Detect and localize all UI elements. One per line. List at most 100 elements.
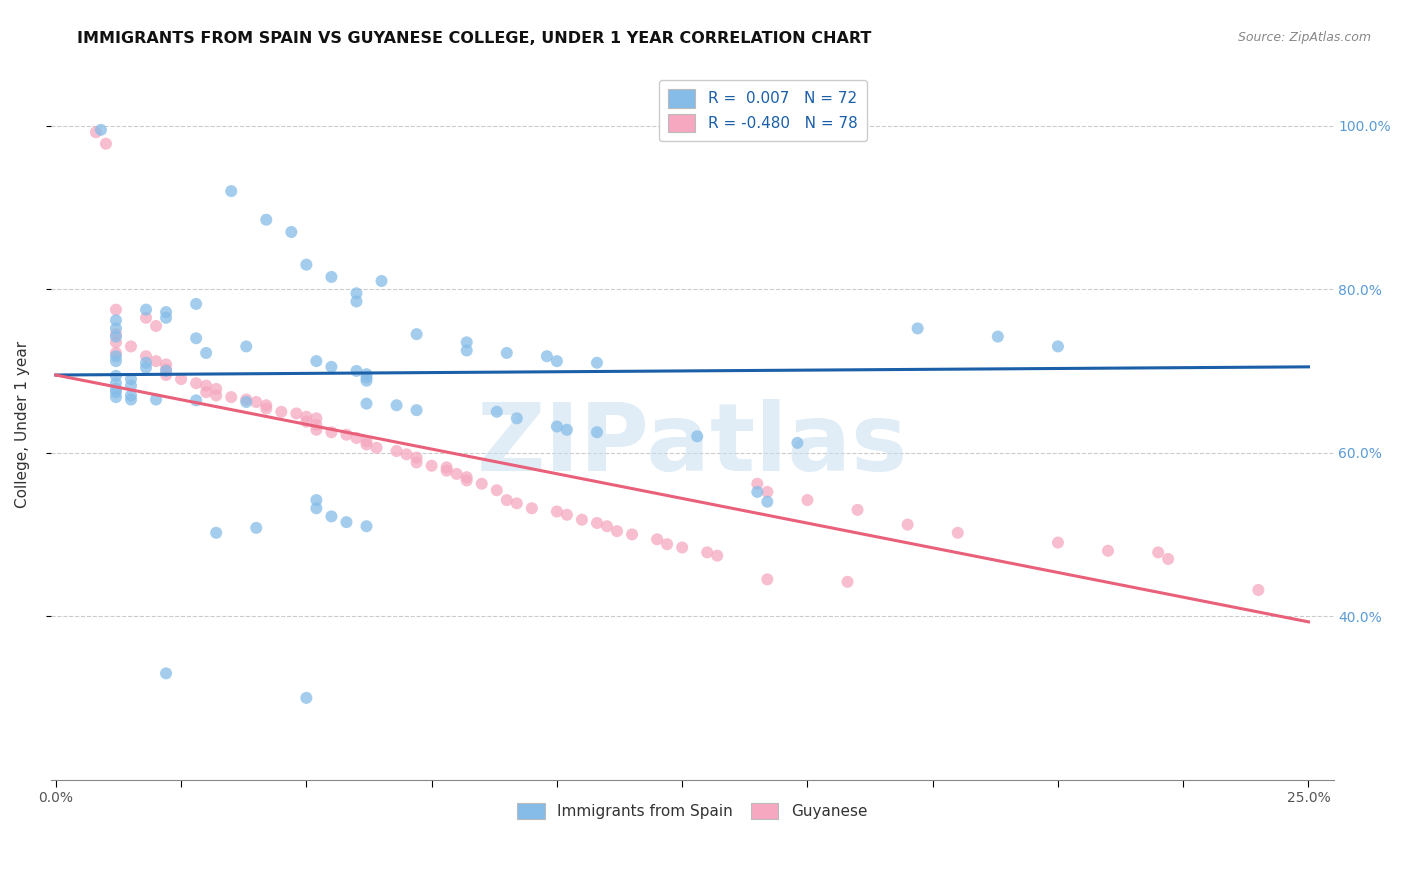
- Point: [305, 493, 328, 508]
- Point: [747, 484, 769, 499]
- Point: [335, 515, 357, 529]
- Point: [706, 549, 728, 563]
- Point: [546, 419, 568, 434]
- Point: [120, 388, 142, 402]
- Point: [555, 423, 578, 437]
- Point: [305, 501, 328, 516]
- Point: [495, 493, 517, 508]
- Point: [546, 354, 568, 368]
- Point: [1097, 543, 1119, 558]
- Point: [571, 513, 593, 527]
- Point: [184, 393, 207, 408]
- Point: [104, 321, 127, 335]
- Point: [356, 437, 378, 451]
- Point: [446, 467, 468, 481]
- Point: [135, 349, 157, 363]
- Point: [346, 294, 368, 309]
- Point: [195, 346, 218, 360]
- Point: [756, 494, 779, 508]
- Point: [456, 335, 478, 350]
- Point: [195, 385, 218, 400]
- Point: [395, 447, 418, 461]
- Point: [205, 388, 228, 402]
- Point: [907, 321, 929, 335]
- Point: [837, 574, 859, 589]
- Point: [104, 368, 127, 383]
- Point: [245, 521, 267, 535]
- Point: [219, 184, 242, 198]
- Point: [596, 519, 619, 533]
- Legend: Immigrants from Spain, Guyanese: Immigrants from Spain, Guyanese: [510, 797, 873, 825]
- Point: [385, 398, 408, 412]
- Point: [120, 372, 142, 386]
- Point: [495, 346, 517, 360]
- Point: [135, 302, 157, 317]
- Point: [405, 403, 427, 417]
- Point: [356, 368, 378, 382]
- Point: [485, 483, 508, 498]
- Point: [170, 372, 193, 386]
- Point: [987, 329, 1010, 343]
- Point: [205, 525, 228, 540]
- Point: [436, 460, 458, 475]
- Point: [606, 524, 628, 538]
- Point: [219, 390, 242, 404]
- Point: [184, 376, 207, 391]
- Point: [155, 362, 177, 376]
- Point: [346, 431, 368, 445]
- Y-axis label: College, Under 1 year: College, Under 1 year: [15, 341, 30, 508]
- Point: [1046, 535, 1069, 549]
- Point: [405, 327, 427, 342]
- Point: [645, 533, 668, 547]
- Point: [946, 525, 969, 540]
- Point: [846, 503, 869, 517]
- Point: [104, 313, 127, 327]
- Point: [104, 335, 127, 350]
- Point: [104, 382, 127, 396]
- Point: [120, 378, 142, 392]
- Point: [184, 331, 207, 345]
- Point: [184, 297, 207, 311]
- Point: [305, 417, 328, 432]
- Point: [104, 390, 127, 404]
- Point: [254, 398, 277, 412]
- Point: [756, 484, 779, 499]
- Point: [104, 327, 127, 342]
- Point: [104, 329, 127, 343]
- Point: [366, 441, 388, 455]
- Point: [1247, 582, 1270, 597]
- Point: [586, 356, 609, 370]
- Point: [195, 378, 218, 392]
- Point: [205, 382, 228, 396]
- Point: [356, 374, 378, 388]
- Point: [155, 305, 177, 319]
- Point: [104, 385, 127, 400]
- Point: [335, 427, 357, 442]
- Point: [747, 476, 769, 491]
- Point: [235, 392, 257, 407]
- Point: [94, 136, 117, 151]
- Point: [346, 364, 368, 378]
- Point: [90, 123, 112, 137]
- Point: [456, 470, 478, 484]
- Point: [104, 349, 127, 363]
- Point: [671, 541, 693, 555]
- Point: [145, 318, 167, 333]
- Point: [235, 395, 257, 409]
- Point: [897, 517, 920, 532]
- Point: [145, 392, 167, 407]
- Point: [356, 370, 378, 384]
- Point: [155, 310, 177, 325]
- Text: ZIPatlas: ZIPatlas: [477, 400, 908, 491]
- Point: [84, 125, 107, 139]
- Point: [120, 392, 142, 407]
- Point: [520, 501, 543, 516]
- Point: [135, 360, 157, 375]
- Point: [295, 415, 318, 429]
- Point: [295, 690, 318, 705]
- Point: [254, 212, 277, 227]
- Point: [155, 368, 177, 382]
- Text: Source: ZipAtlas.com: Source: ZipAtlas.com: [1237, 31, 1371, 45]
- Point: [120, 339, 142, 353]
- Point: [1046, 339, 1069, 353]
